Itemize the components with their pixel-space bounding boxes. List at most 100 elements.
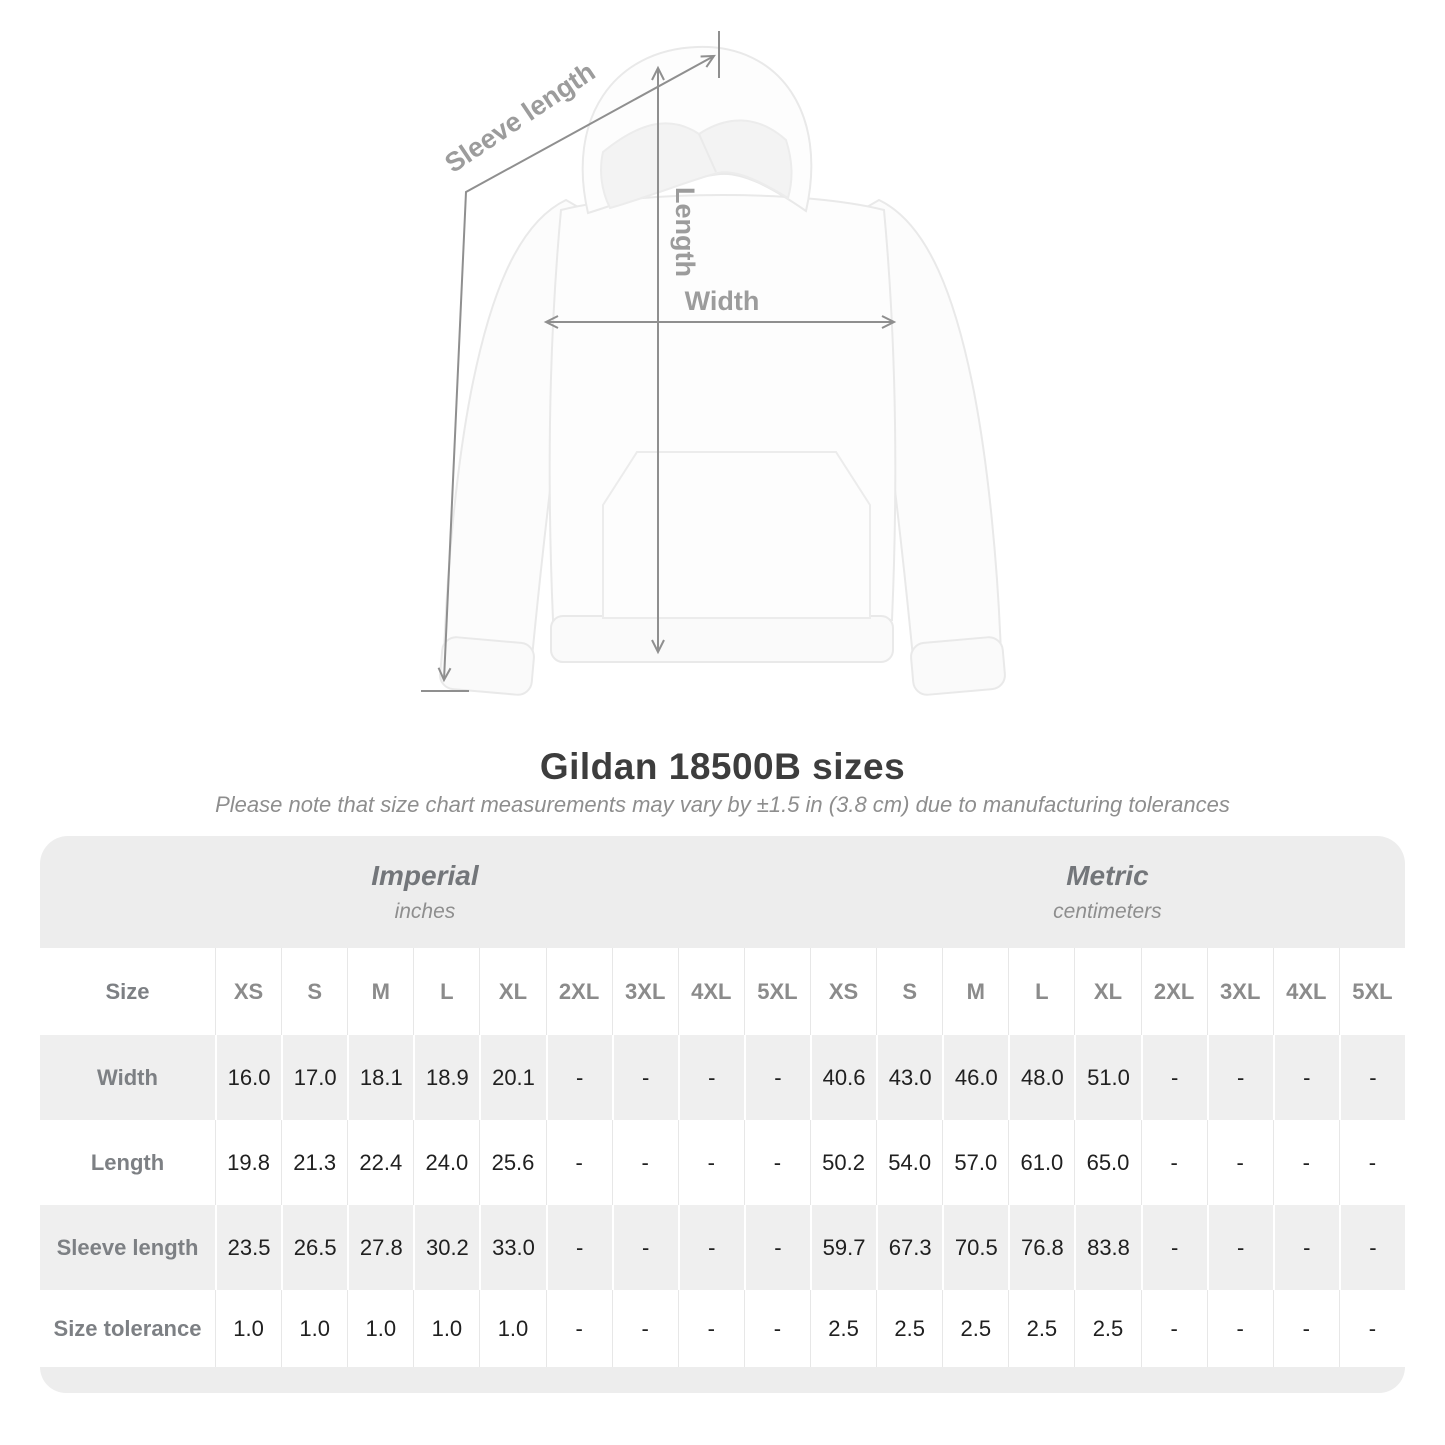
value-cell: 33.0 [479, 1205, 545, 1290]
value-cell: - [677, 1290, 744, 1367]
value-cell: - [611, 1035, 678, 1120]
value-cell: 21.3 [281, 1120, 347, 1205]
size-cell: XL [479, 948, 545, 1035]
row-label: Length [90, 1149, 165, 1175]
value-cell: 1.0 [479, 1290, 545, 1367]
value-cell: 20.1 [479, 1035, 545, 1120]
table-footer-strip [40, 1367, 1405, 1393]
value-cell: 61.0 [1008, 1120, 1074, 1205]
value-cell: - [743, 1035, 810, 1120]
size-cell: XS [215, 948, 281, 1035]
value-cell: 24.0 [413, 1120, 479, 1205]
sleeve-length-label: Sleeve length [439, 56, 600, 178]
value-cell: 50.2 [810, 1120, 876, 1205]
hoodie-illustration [439, 45, 1006, 696]
imperial-group-header: Imperial inches [40, 860, 810, 924]
value-cell: 2.5 [810, 1290, 876, 1367]
value-cell: 51.0 [1074, 1035, 1140, 1120]
size-cell: M [942, 948, 1008, 1035]
page-title: Gildan 18500B sizes [539, 746, 906, 787]
value-cell: 25.6 [479, 1120, 545, 1205]
value-cell: - [677, 1205, 744, 1290]
value-cell: 83.8 [1074, 1205, 1140, 1290]
value-cell: 54.0 [876, 1120, 942, 1205]
value-cell: 1.0 [281, 1290, 347, 1367]
size-cell: 3XL [611, 948, 678, 1035]
value-cell: 19.8 [215, 1120, 281, 1205]
size-cell: S [876, 948, 942, 1035]
imperial-group-name: Imperial [371, 860, 479, 891]
value-cell: - [1140, 1290, 1207, 1367]
hoodie-left-cuff [439, 636, 535, 696]
value-cell: 2.5 [1074, 1290, 1140, 1367]
value-cell: - [545, 1120, 612, 1205]
hoodie-pocket [602, 451, 871, 619]
value-cell: 2.5 [942, 1290, 1008, 1367]
value-cell: 16.0 [215, 1035, 281, 1120]
value-cell: - [611, 1205, 678, 1290]
value-cell: 18.1 [347, 1035, 413, 1120]
hoodie-right-cuff [910, 636, 1006, 696]
value-cell: - [677, 1120, 744, 1205]
value-cell: 30.2 [413, 1205, 479, 1290]
row-label: Size tolerance [53, 1315, 202, 1341]
width-label: Width [685, 286, 760, 316]
value-cell: - [1338, 1120, 1405, 1205]
value-cell: - [1272, 1120, 1339, 1205]
size-cell: XL [1074, 948, 1140, 1035]
value-cell: 40.6 [810, 1035, 876, 1120]
value-cell: 43.0 [876, 1035, 942, 1120]
metric-group-unit: centimeters [1053, 900, 1162, 923]
size-table: Imperial inches Metric centimeters Size … [40, 836, 1405, 1393]
value-cell: - [545, 1035, 612, 1120]
value-cell: 17.0 [281, 1035, 347, 1120]
value-cell: 1.0 [413, 1290, 479, 1367]
value-cell: - [677, 1035, 744, 1120]
size-cell: XS [810, 948, 876, 1035]
value-cell: - [743, 1290, 810, 1367]
table-unit-header: Imperial inches Metric centimeters [40, 836, 1405, 948]
value-cell: - [1338, 1205, 1405, 1290]
value-cell: - [545, 1205, 612, 1290]
value-cell: - [1206, 1290, 1273, 1367]
value-cell: - [1206, 1035, 1273, 1120]
value-cell: 57.0 [942, 1120, 1008, 1205]
size-cell: L [413, 948, 479, 1035]
value-cell: 2.5 [1008, 1290, 1074, 1367]
size-cell: 5XL [1338, 948, 1405, 1035]
value-cell: 76.8 [1008, 1205, 1074, 1290]
value-cell: 27.8 [347, 1205, 413, 1290]
size-cell: 4XL [677, 948, 744, 1035]
size-cell: 5XL [743, 948, 810, 1035]
value-cell: 70.5 [942, 1205, 1008, 1290]
page-subtitle: Please note that size chart measurements… [215, 792, 1230, 817]
value-cell: - [1272, 1290, 1339, 1367]
value-cell: 1.0 [347, 1290, 413, 1367]
size-column-label: Size [105, 978, 150, 1004]
value-cell: - [611, 1290, 678, 1367]
value-cell: 26.5 [281, 1205, 347, 1290]
hoodie-diagram: Sleeve length Length Width [421, 31, 1006, 696]
value-cell: 1.0 [215, 1290, 281, 1367]
hoodie-hem [550, 615, 894, 663]
value-cell: - [1338, 1290, 1405, 1367]
row-label: Sleeve length [56, 1234, 199, 1260]
value-cell: - [1206, 1205, 1273, 1290]
size-cell: L [1008, 948, 1074, 1035]
value-cell: - [1338, 1035, 1405, 1120]
value-cell: 65.0 [1074, 1120, 1140, 1205]
value-cell: - [1140, 1035, 1207, 1120]
value-cell: 22.4 [347, 1120, 413, 1205]
table-row-length: Length 19.8 21.3 22.4 24.0 25.6 - - - - … [40, 1120, 1405, 1205]
table-row-sleeve-length: Sleeve length 23.5 26.5 27.8 30.2 33.0 -… [40, 1205, 1405, 1290]
value-cell: 23.5 [215, 1205, 281, 1290]
metric-group-name: Metric [1066, 860, 1149, 891]
row-label: Width [97, 1064, 158, 1090]
length-label: Length [670, 187, 700, 277]
imperial-group-unit: inches [394, 900, 456, 923]
value-cell: - [545, 1290, 612, 1367]
table-row-size-tolerance: Size tolerance 1.0 1.0 1.0 1.0 1.0 - - -… [40, 1290, 1405, 1367]
value-cell: - [611, 1120, 678, 1205]
size-cell: 3XL [1206, 948, 1273, 1035]
